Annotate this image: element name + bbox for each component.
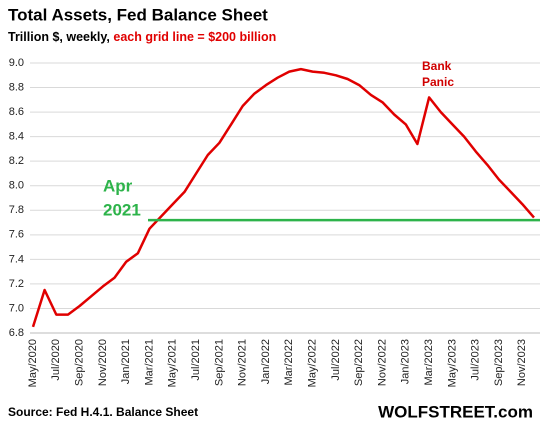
x-tick-label: Mar/2023 [423,339,435,385]
x-tick-label: Jan/2023 [400,339,412,384]
annotation: Bank [422,59,452,73]
x-tick-label: Jul/2022 [330,339,342,381]
y-tick-label: 7.4 [9,253,24,265]
x-tick-label: Nov/2020 [97,339,109,386]
x-tick-label: Jul/2023 [470,339,482,381]
x-tick-label: Sep/2021 [213,339,225,386]
subtitle-note: each grid line = $200 billion [113,30,276,44]
x-tick-label: Mar/2021 [143,339,155,385]
reference-label: Apr [103,176,133,195]
x-tick-label: Jul/2021 [190,339,202,381]
x-tick-label: May/2021 [167,339,179,387]
y-tick-label: 7.0 [9,302,24,314]
x-tick-label: Jul/2020 [50,339,62,381]
annotation: Panic [422,75,454,89]
y-tick-label: 9.0 [9,57,24,69]
y-tick-label: 8.4 [9,131,24,143]
y-tick-label: 7.2 [9,278,24,290]
x-tick-label: Sep/2022 [353,339,365,386]
x-tick-label: May/2022 [307,339,319,387]
x-tick-label: Mar/2022 [283,339,295,385]
reference-label: 2021 [103,200,141,219]
x-tick-label: Jan/2021 [120,339,132,384]
brand: WOLFSTREET.com [378,402,533,421]
subtitle: Trillion $, weekly, [8,30,113,44]
x-tick-label: Nov/2023 [516,339,528,386]
x-tick-label: Jan/2022 [260,339,272,384]
x-tick-label: May/2023 [446,339,458,387]
source: Source: Fed H.4.1. Balance Sheet [8,405,198,419]
x-tick-label: Sep/2020 [74,339,86,386]
y-tick-label: 8.2 [9,155,24,167]
y-tick-label: 8.8 [9,81,24,93]
data-line [31,67,535,328]
x-tick-label: Nov/2021 [237,339,249,386]
x-tick-label: Sep/2023 [493,339,505,386]
y-tick-label: 6.8 [9,327,24,339]
x-tick-label: Nov/2022 [376,339,388,386]
y-tick-label: 8.0 [9,180,24,192]
chart-title: Total Assets, Fed Balance Sheet [8,5,268,24]
y-tick-label: 8.6 [9,106,24,118]
chart-subtitle: Trillion $, weekly, each grid line = $20… [8,30,276,44]
x-tick-label: May/2020 [27,339,39,387]
y-tick-label: 7.8 [9,204,24,216]
y-tick-label: 7.6 [9,229,24,241]
